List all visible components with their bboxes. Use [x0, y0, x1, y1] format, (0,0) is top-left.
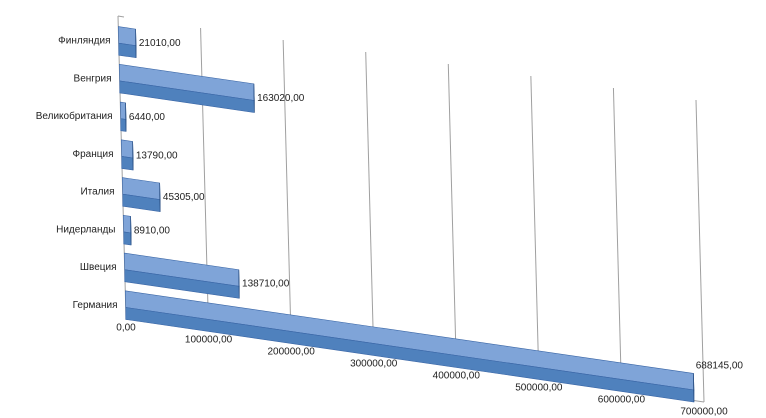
x-tick-label-4: 400000,00 — [433, 370, 481, 381]
category-label-6: Швеция — [80, 262, 117, 273]
category-label-5: Нидерланды — [56, 224, 115, 235]
data-label-4: 45305,00 — [163, 192, 205, 203]
data-label-0: 21010,00 — [139, 38, 181, 49]
x-tick-label-0: 0,00 — [116, 322, 136, 333]
gridline-6 — [612, 87, 622, 391]
labels: 0,00 100000,00 200000,00 300000,00 400000,00… — [36, 36, 744, 418]
bar-0 — [118, 42, 137, 59]
gridline-5 — [530, 75, 540, 379]
x-tick-label-5: 500000,00 — [515, 382, 563, 393]
category-label-2: Великобритания — [36, 110, 113, 122]
data-label-5: 8910,00 — [134, 225, 171, 236]
x-tick-label-2: 200000,00 — [268, 346, 316, 357]
bar-top-0 — [117, 26, 137, 47]
x-tick-label-3: 300000,00 — [350, 358, 398, 369]
bar-3 — [121, 156, 134, 171]
bar-2 — [120, 118, 127, 132]
bar-top-2 — [119, 101, 127, 120]
bar-7 — [125, 307, 695, 403]
data-label-1: 163020,00 — [257, 93, 305, 104]
data-label-3: 13790,00 — [136, 150, 178, 161]
axis-wall-top — [117, 15, 125, 18]
category-label-7: Германия — [73, 300, 118, 311]
x-tick-label-1: 100000,00 — [185, 334, 233, 345]
data-label-6: 138710,00 — [242, 279, 290, 290]
category-label-1: Венгрия — [74, 73, 112, 84]
category-label-4: Италия — [80, 187, 114, 198]
data-label-7: 688145,00 — [696, 360, 744, 371]
x-tick-label-6: 600000,00 — [598, 394, 646, 405]
bar-top-3 — [120, 139, 134, 159]
gridline-3 — [365, 51, 375, 355]
category-label-3: Франция — [73, 149, 114, 160]
bar-5 — [123, 231, 132, 246]
gridline-7 — [695, 99, 705, 403]
bar-top-5 — [122, 214, 132, 234]
gridline-2 — [282, 39, 292, 343]
x-tick-label-7: 700000,00 — [680, 406, 728, 417]
bars — [117, 26, 695, 403]
data-label-2: 6440,00 — [129, 112, 166, 123]
gridline-4 — [447, 63, 457, 367]
category-label-0: Финляндия — [58, 36, 110, 47]
